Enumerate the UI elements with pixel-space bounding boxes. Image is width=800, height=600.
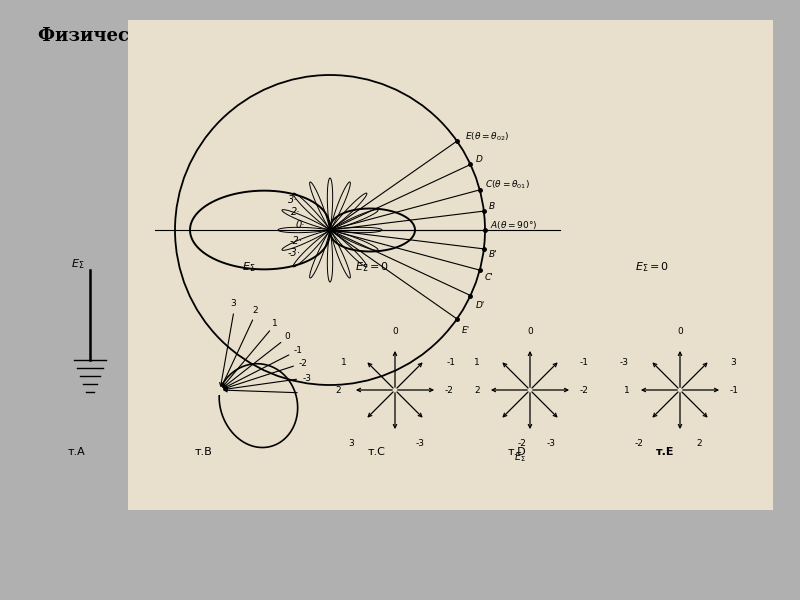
Text: 2: 2 [474, 386, 480, 395]
Text: 3: 3 [348, 439, 354, 448]
Text: Физическая модель процесса формирования поля  в точке: Физическая модель процесса формирования … [38, 27, 666, 45]
Text: 1: 1 [341, 358, 346, 367]
Text: -3: -3 [547, 439, 556, 448]
Text: 0·: 0· [296, 220, 306, 230]
Text: т.В: т.В [195, 447, 213, 457]
Text: $E_\Sigma=0$: $E_\Sigma=0$ [635, 260, 670, 274]
Text: 2·: 2· [291, 207, 300, 217]
Text: 1: 1 [271, 319, 278, 328]
Text: т.С: т.С [368, 447, 386, 457]
Text: B': B' [489, 250, 498, 259]
Text: -3: -3 [620, 358, 629, 367]
Text: 3: 3 [230, 299, 236, 308]
Text: 0: 0 [392, 327, 398, 336]
Text: 3·: 3· [288, 195, 298, 205]
Text: 2: 2 [335, 386, 341, 395]
Text: -2: -2 [298, 359, 307, 368]
Text: -1: -1 [294, 346, 302, 355]
Text: -3·: -3· [288, 248, 301, 258]
Text: приема: приема [313, 55, 391, 73]
Text: 0: 0 [284, 332, 290, 341]
Text: 3: 3 [730, 358, 736, 367]
Text: -1: -1 [447, 358, 456, 367]
Text: 2: 2 [697, 439, 702, 448]
Text: -2: -2 [580, 386, 589, 395]
Text: D': D' [475, 301, 485, 310]
Text: B: B [489, 202, 495, 211]
Text: -2·: -2· [290, 236, 303, 246]
Text: -1: -1 [580, 358, 589, 367]
Text: 0: 0 [527, 327, 533, 336]
Text: -2: -2 [445, 386, 454, 395]
Text: 0: 0 [677, 327, 683, 336]
Text: E': E' [462, 326, 470, 335]
Text: т.Е: т.Е [656, 447, 674, 457]
Text: -2: -2 [518, 439, 526, 448]
Text: D: D [475, 155, 482, 164]
Text: 1: 1 [474, 358, 480, 367]
Text: 1: 1 [624, 386, 630, 395]
Text: -3: -3 [416, 439, 425, 448]
Text: $C(\theta=\theta_{01})$: $C(\theta=\theta_{01})$ [485, 179, 530, 191]
Text: $E_\Sigma$: $E_\Sigma$ [242, 260, 255, 274]
Text: -1: -1 [730, 386, 739, 395]
Text: -2: -2 [635, 439, 644, 448]
Text: -3: -3 [302, 374, 311, 383]
Text: $E_\Sigma$: $E_\Sigma$ [514, 450, 526, 464]
Text: $A(\theta=90°)$: $A(\theta=90°)$ [490, 219, 538, 231]
Text: $E(\theta=\theta_{02})$: $E(\theta=\theta_{02})$ [465, 130, 510, 143]
Text: $E_\Sigma$: $E_\Sigma$ [71, 257, 85, 271]
Text: 2: 2 [252, 306, 258, 315]
Text: C': C' [485, 273, 494, 282]
Text: $E_\Sigma=0$: $E_\Sigma=0$ [355, 260, 390, 274]
FancyBboxPatch shape [128, 20, 773, 510]
Text: т.D: т.D [508, 447, 526, 457]
Text: т.А: т.А [68, 447, 86, 457]
